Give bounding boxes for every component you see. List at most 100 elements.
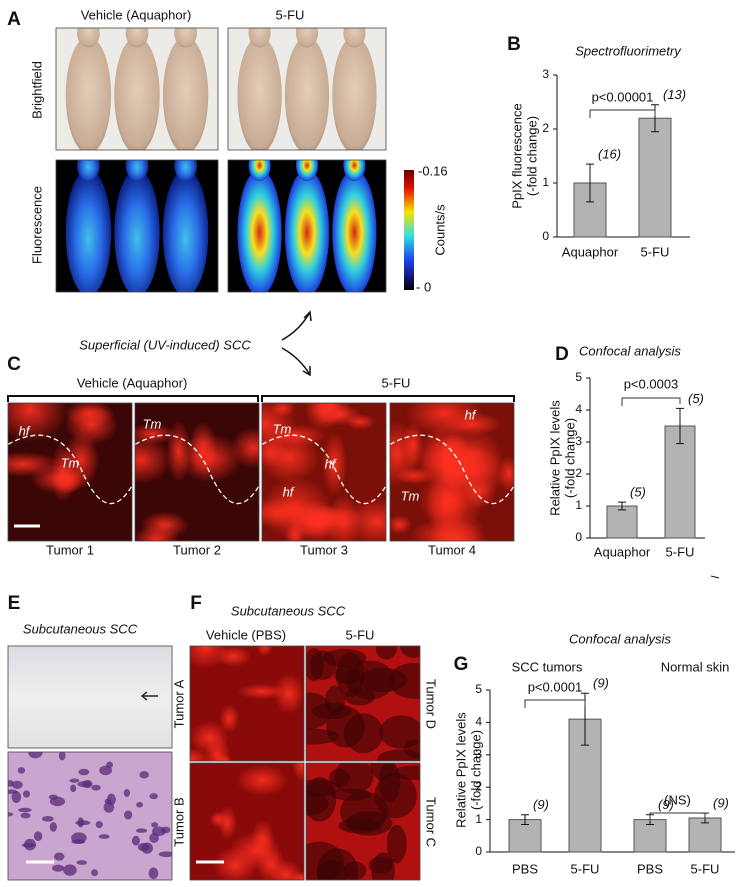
n-label: (13) [663, 87, 686, 102]
mouse-head [248, 160, 271, 182]
significance-bracket [649, 812, 706, 821]
nucleus [58, 752, 66, 761]
tissue-label: hf [19, 423, 31, 438]
panel-letter: C [7, 354, 21, 375]
nucleus [8, 812, 14, 817]
image-border [389, 402, 515, 542]
tissue [399, 646, 420, 658]
nucleus [41, 815, 54, 822]
x-tick-label: 5-FU [571, 861, 600, 876]
nucleus [63, 864, 77, 876]
image-content [56, 160, 218, 292]
y-tick-label: 3 [575, 434, 582, 448]
y-tick-label: 2 [575, 466, 582, 480]
nucleus [77, 817, 84, 828]
tumor-label: Tumor C [424, 797, 439, 847]
mouse [65, 36, 112, 150]
tissue [395, 467, 435, 485]
nucleus [52, 864, 65, 872]
y-axis-label: Relative PpIX levels [547, 400, 562, 516]
image [305, 645, 421, 762]
panel-letter: G [454, 654, 469, 675]
error-bar [618, 501, 626, 511]
mouse-head [125, 160, 149, 182]
x-tick-label: PBS [637, 861, 663, 876]
mouse-head [295, 160, 319, 182]
mouse-head [248, 28, 271, 48]
image-border [261, 402, 387, 542]
tissue-label: hf [465, 407, 477, 422]
tissue [135, 435, 172, 485]
image-border [227, 159, 387, 293]
row-label: Brightfield [29, 61, 44, 119]
p-label: (NS) [664, 792, 691, 807]
x-tick-label: PBS [512, 861, 538, 876]
tissue [415, 438, 489, 491]
tissue [270, 403, 296, 417]
colorbar-label: Counts/s [432, 204, 447, 256]
panel-title: Subcutaneous SCC [231, 603, 346, 618]
tissue [497, 456, 514, 492]
nucleus [99, 765, 113, 776]
significance-bracket [621, 397, 681, 406]
tissue [375, 646, 397, 660]
nucleus [53, 852, 65, 861]
tumor-label: Tumor A [171, 679, 186, 728]
x-tick-label: 5-FU [641, 244, 670, 259]
group-label: Normal skin [661, 659, 730, 674]
n-label: (9) [593, 676, 609, 691]
image-border [305, 645, 421, 762]
tissue [386, 824, 407, 864]
tissue [293, 506, 364, 530]
tissue [343, 688, 376, 706]
tumor-label: Tumor 2 [173, 542, 221, 557]
y-axis-label: Relative PpIX levels [453, 712, 468, 828]
nucleus [95, 821, 103, 829]
image [55, 159, 219, 293]
image-content [306, 646, 420, 761]
image-content [8, 646, 172, 748]
mouse [237, 36, 282, 150]
tumor-label: Tumor B [171, 797, 186, 846]
group-label: 5-FU [276, 7, 305, 22]
colorbar [404, 170, 414, 290]
tissue-label: Tm [61, 455, 80, 470]
tissue [291, 763, 304, 782]
group-label: 5-FU [346, 627, 375, 642]
y-tick-label: 1 [542, 175, 549, 189]
tissue [390, 514, 413, 535]
tumor-label: Tumor 4 [428, 542, 476, 557]
y-tick-label: 0 [575, 530, 582, 544]
group-label: Vehicle (Aquaphor) [77, 375, 188, 390]
group-label: Vehicle (Aquaphor) [81, 7, 192, 22]
image-border [134, 402, 260, 542]
image-content [228, 160, 386, 292]
tissue [392, 765, 420, 780]
tissue [212, 846, 258, 880]
mouse [237, 169, 282, 292]
panel-title: Subcutaneous SCC [23, 621, 138, 636]
n-label: (9) [658, 797, 674, 812]
image [261, 402, 387, 542]
tumor-outline [390, 434, 514, 505]
tissue-label: hf [325, 456, 337, 471]
nucleus [17, 767, 26, 774]
image-content [390, 403, 514, 541]
tumor-outline [135, 434, 259, 505]
group-label: Vehicle (PBS) [206, 627, 286, 642]
nucleus [28, 752, 43, 759]
significance-bracket [589, 109, 656, 118]
tissue [306, 728, 339, 745]
tissue [140, 511, 189, 539]
n-label: (9) [713, 796, 729, 811]
y-tick-label: 2 [542, 121, 549, 135]
nucleus [78, 768, 90, 776]
image-border [7, 645, 173, 749]
y-tick-label: 3 [475, 747, 482, 761]
tissue [323, 648, 367, 668]
nucleus [20, 812, 31, 819]
group-bracket [7, 395, 515, 402]
tissue [370, 763, 395, 781]
image-content [8, 403, 132, 541]
